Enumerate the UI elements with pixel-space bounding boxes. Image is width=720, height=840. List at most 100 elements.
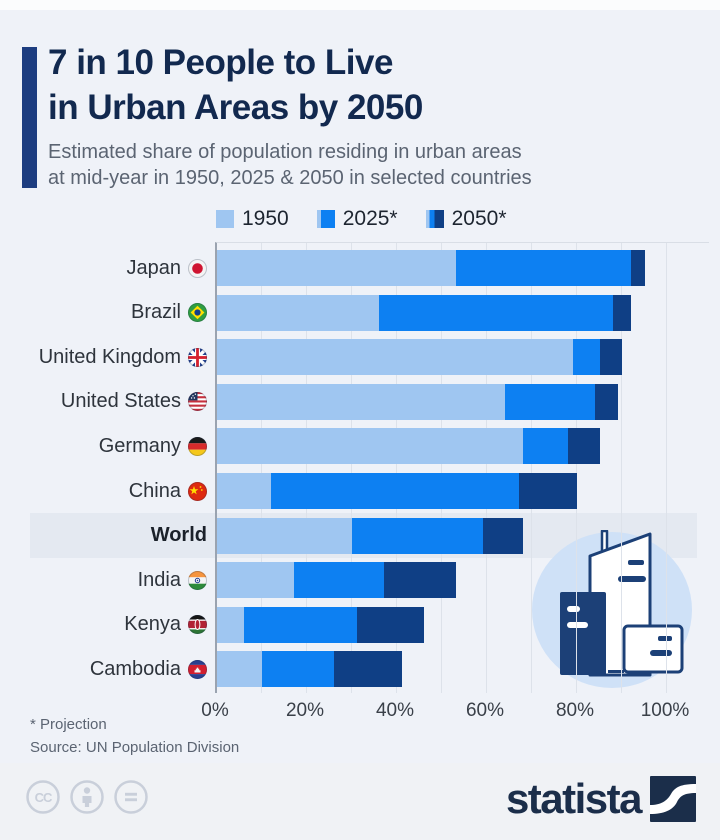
gridline — [306, 243, 307, 693]
statista-logo-mark — [650, 776, 696, 822]
category-label-germany: Germany — [0, 428, 207, 464]
bar-segment-2050-india — [383, 562, 456, 599]
gridline — [396, 243, 397, 693]
category-text-japan: Japan — [126, 256, 182, 279]
category-text-world: World — [150, 524, 207, 547]
plot-area — [215, 242, 709, 693]
x-tick-40: 40% — [375, 700, 415, 721]
legend-item-2025: 2025* — [316, 207, 398, 231]
category-label-brazil: Brazil — [0, 295, 207, 331]
legend: 1950 2025* 2050* — [216, 207, 507, 231]
flag-ke-icon — [188, 615, 207, 635]
page-subtitle: Estimated share of population residing i… — [48, 139, 532, 191]
window-dash — [567, 622, 588, 628]
bar-india — [217, 562, 456, 599]
bar-segment-2025-kenya — [244, 606, 357, 643]
bar-segment-2050-china — [518, 473, 577, 509]
bar-segment-2050-united-kingdom — [599, 339, 622, 376]
gridline — [261, 243, 262, 693]
title-accent-bar — [22, 47, 37, 188]
cc-by-icon[interactable] — [68, 778, 106, 816]
flag-kh-icon — [188, 659, 207, 679]
bar-segment-2050-kenya — [356, 606, 424, 643]
bar-segment-1950-china — [217, 473, 271, 509]
legend-label-2050: 2050* — [451, 207, 507, 230]
bar-united-states — [217, 383, 618, 420]
category-text-cambodia: Cambodia — [89, 657, 181, 680]
category-text-united-states: United States — [60, 390, 181, 413]
category-label-japan: Japan — [0, 250, 207, 286]
dark-tower-icon — [560, 592, 606, 675]
window-dash — [618, 576, 646, 582]
category-label-india: India — [0, 562, 207, 598]
bar-segment-2025-china — [271, 473, 519, 509]
bar-segment-2025-world — [352, 517, 483, 554]
bar-segment-2025-brazil — [379, 294, 613, 331]
legend-item-1950: 1950 — [216, 207, 289, 231]
title-line-1: 7 in 10 People to Live — [48, 43, 393, 82]
bar-segment-1950-world — [217, 517, 352, 554]
svg-text:CC: CC — [35, 790, 53, 805]
bar-segment-1950-kenya — [217, 606, 244, 643]
cc-license-icons[interactable]: CC — [24, 778, 150, 816]
bar-segment-2050-brazil — [613, 294, 631, 331]
legend-item-2050: 2050* — [425, 207, 507, 231]
category-label-united-states: United States — [0, 384, 207, 420]
bar-segment-1950-japan — [217, 250, 456, 286]
x-tick-20: 20% — [285, 700, 325, 721]
bar-japan — [217, 250, 645, 286]
gridline — [441, 243, 442, 693]
statista-logo[interactable]: statista — [506, 775, 696, 823]
cc-icon[interactable]: CC — [24, 778, 62, 816]
category-label-united-kingdom: United Kingdom — [0, 339, 207, 375]
bottom-bar: CC statista — [0, 763, 720, 840]
category-text-brazil: Brazil — [130, 301, 181, 324]
cc-nd-icon[interactable] — [112, 778, 150, 816]
window-dash — [628, 560, 644, 565]
bar-china — [217, 473, 577, 509]
flag-gb-icon — [188, 347, 207, 367]
legend-swatch-1950 — [216, 210, 234, 228]
gridline — [486, 243, 487, 693]
bar-segment-2050-germany — [568, 428, 600, 465]
category-text-china: China — [128, 479, 181, 502]
gridline — [666, 243, 667, 693]
x-tick-100: 100% — [640, 700, 690, 721]
bar-segment-2050-united-states — [595, 383, 618, 420]
category-text-united-kingdom: United Kingdom — [38, 345, 181, 368]
category-text-germany: Germany — [98, 434, 181, 457]
bar-segment-2050-cambodia — [334, 651, 402, 688]
legend-label-2025: 2025* — [342, 207, 398, 230]
legend-label-1950: 1950 — [242, 207, 289, 230]
gridline — [621, 243, 622, 693]
flag-de-icon — [188, 436, 207, 456]
category-label-china: China — [0, 473, 207, 509]
bar-segment-2050-japan — [631, 250, 645, 286]
subtitle-line-2: at mid-year in 1950, 2025 & 2050 in sele… — [48, 167, 532, 189]
bar-kenya — [217, 606, 424, 643]
bar-united-kingdom — [217, 339, 622, 376]
bar-segment-2025-germany — [523, 428, 568, 465]
title-line-2: in Urban Areas by 2050 — [48, 88, 423, 127]
gridline — [576, 243, 577, 693]
page-title: 7 in 10 People to Live in Urban Areas by… — [48, 40, 423, 130]
bar-segment-1950-india — [217, 562, 294, 599]
statista-logo-text: statista — [505, 775, 643, 822]
category-text-india: India — [137, 568, 181, 591]
category-label-cambodia: Cambodia — [0, 651, 207, 687]
bar-segment-1950-united-states — [217, 383, 505, 420]
subtitle-line-1: Estimated share of population residing i… — [48, 141, 522, 163]
bar-world — [217, 517, 523, 554]
bar-brazil — [217, 294, 631, 331]
footnote: * Projection — [30, 716, 107, 733]
source-line: Source: UN Population Division — [30, 739, 240, 756]
bar-segment-1950-cambodia — [217, 651, 262, 688]
legend-swatch-2025 — [316, 210, 335, 228]
gridline — [531, 243, 532, 693]
top-strip — [0, 0, 720, 10]
x-tick-60: 60% — [465, 700, 505, 721]
x-tick-80: 80% — [555, 700, 595, 721]
bar-segment-2050-world — [482, 517, 523, 554]
bar-segment-1950-germany — [217, 428, 523, 465]
flag-in-icon — [188, 570, 207, 590]
